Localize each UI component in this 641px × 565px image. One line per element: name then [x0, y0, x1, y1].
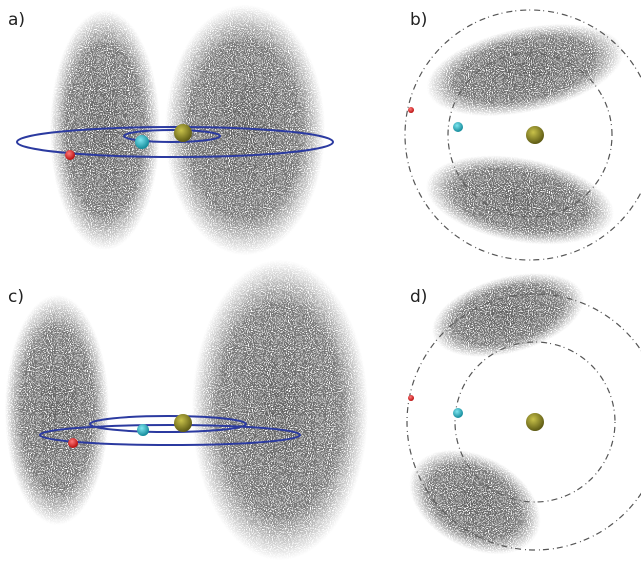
particle-cloud: [5, 260, 368, 560]
panel-c: c): [5, 260, 368, 560]
star: [526, 126, 544, 144]
panel-d: d): [406, 273, 641, 555]
planet-red: [68, 438, 78, 448]
orbit: [123, 129, 221, 143]
panel-label: b): [410, 10, 427, 30]
panel-b: b): [404, 9, 641, 261]
orbit: [89, 415, 247, 433]
panel-label: d): [410, 287, 427, 307]
planet-cyan: [135, 135, 149, 149]
planet-cyan: [453, 408, 463, 418]
orbit: [39, 424, 301, 446]
planet-cyan: [137, 424, 149, 436]
planet-red: [408, 107, 414, 113]
star: [174, 414, 192, 432]
orbit-ring: [404, 9, 641, 261]
planet-red: [65, 150, 75, 160]
panel-a: a): [8, 5, 334, 255]
particle-cloud: [50, 5, 325, 255]
planet-red: [408, 395, 414, 401]
star: [526, 413, 544, 431]
planet-cyan: [453, 122, 463, 132]
particle-cloud: [426, 23, 624, 245]
orbit-ring: [454, 341, 616, 503]
panel-label: a): [8, 10, 25, 30]
orbit: [16, 126, 334, 158]
panel-label: c): [8, 287, 24, 307]
star: [174, 124, 192, 142]
particle-cloud: [409, 273, 584, 555]
